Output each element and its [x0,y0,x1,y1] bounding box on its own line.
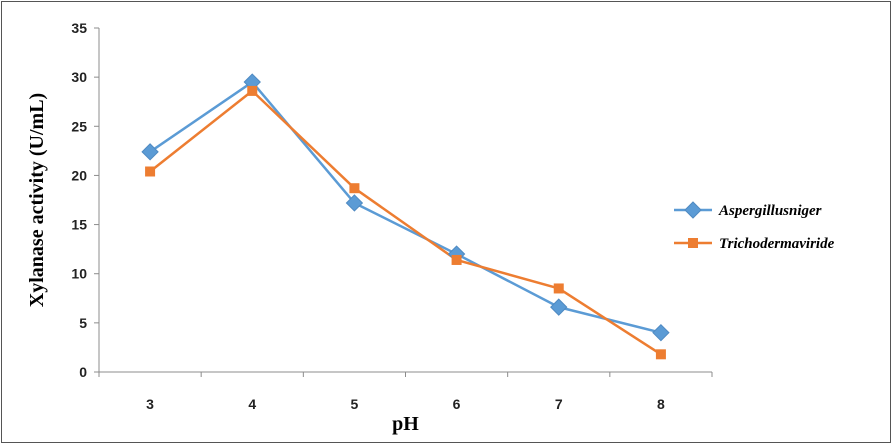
x-axis-ticks: 3 4 5 6 7 8 [98,372,713,412]
y-tick-label: 15 [71,217,87,233]
x-tick-label: 7 [555,396,563,412]
x-tick-label: 8 [657,396,665,412]
x-tick-label: 4 [248,396,256,412]
y-axis-title: Xylanase activity (U/mL) [26,93,48,307]
y-tick-label: 30 [71,69,87,85]
data-point-2-4 [451,254,462,265]
x-axis-title: pH [392,413,419,435]
data-point-1-1 [141,143,159,161]
y-tick-label: 20 [71,167,87,183]
series-markers [141,73,670,360]
legend-marker [684,201,702,219]
y-tick-label: 5 [79,315,87,331]
y-tick-label: 35 [71,20,87,36]
series-lines [149,80,662,356]
data-point-1-6 [652,323,670,342]
legend-item-1: Aspergillusniger [674,201,822,219]
y-tick-label: 25 [71,118,87,134]
y-tick-label: 0 [79,364,87,380]
data-point-1-5 [550,298,568,316]
series-line-1 [149,80,662,334]
series-line-2 [149,89,662,356]
legend-label: Aspergillusniger [718,203,822,219]
data-point-2-5 [553,283,564,294]
legend-marker [688,238,698,248]
data-point-2-3 [349,183,360,194]
y-axis-ticks: 0 5 10 15 20 25 30 35 [71,20,99,380]
x-tick-label: 3 [146,396,154,412]
y-tick-label: 10 [71,266,87,282]
x-tick-label: 5 [351,396,359,412]
legend-label: Trichodermaviride [719,236,835,252]
x-tick-label: 6 [453,396,461,412]
data-point-2-1 [145,166,156,177]
legend: Aspergillusniger Trichodermaviride [674,201,835,252]
legend-item-2: Trichodermaviride [674,236,835,252]
data-point-2-6 [655,349,666,360]
data-point-2-2 [247,85,258,96]
data-point-1-3 [345,194,364,212]
